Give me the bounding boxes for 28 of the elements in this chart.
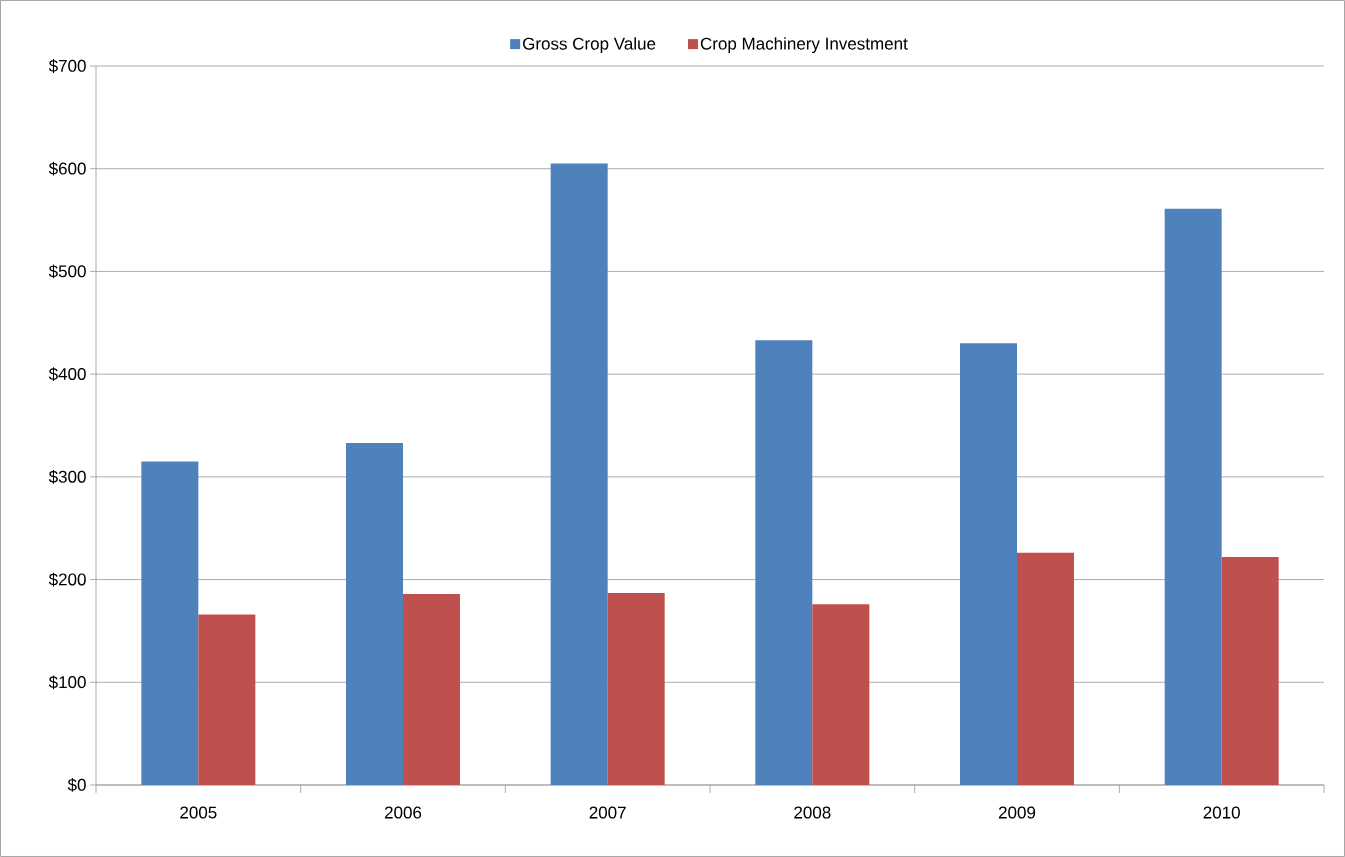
bar [755,340,813,785]
y-tick-label: $400 [48,367,86,382]
bar [198,614,256,785]
y-tick-label: $200 [48,572,86,587]
legend-label: Crop Machinery Investment [700,37,908,54]
y-tick-label: $600 [48,161,86,176]
x-tick-label: 2008 [794,806,831,819]
bar [1221,556,1279,785]
legend-label: Gross Crop Value [523,37,656,54]
bar [812,604,870,785]
x-tick-label: 2010 [1203,806,1240,819]
bar [141,461,199,785]
x-tick-label: 2009 [998,806,1036,819]
bar [403,593,461,785]
y-tick-label: $500 [48,264,86,279]
y-tick-label: $100 [48,675,86,690]
x-tick-label: 2005 [180,806,217,819]
bar [607,592,665,785]
y-tick-label: $300 [48,469,86,484]
x-tick-label: 2006 [384,806,422,819]
x-tick-label: 2007 [589,806,626,819]
bar [1164,208,1222,785]
bar [1017,552,1074,785]
bar [960,343,1017,785]
y-tick-label: $700 [48,59,86,73]
bar [346,442,404,785]
y-tick-label: $0 [67,778,86,792]
bar [550,163,608,785]
